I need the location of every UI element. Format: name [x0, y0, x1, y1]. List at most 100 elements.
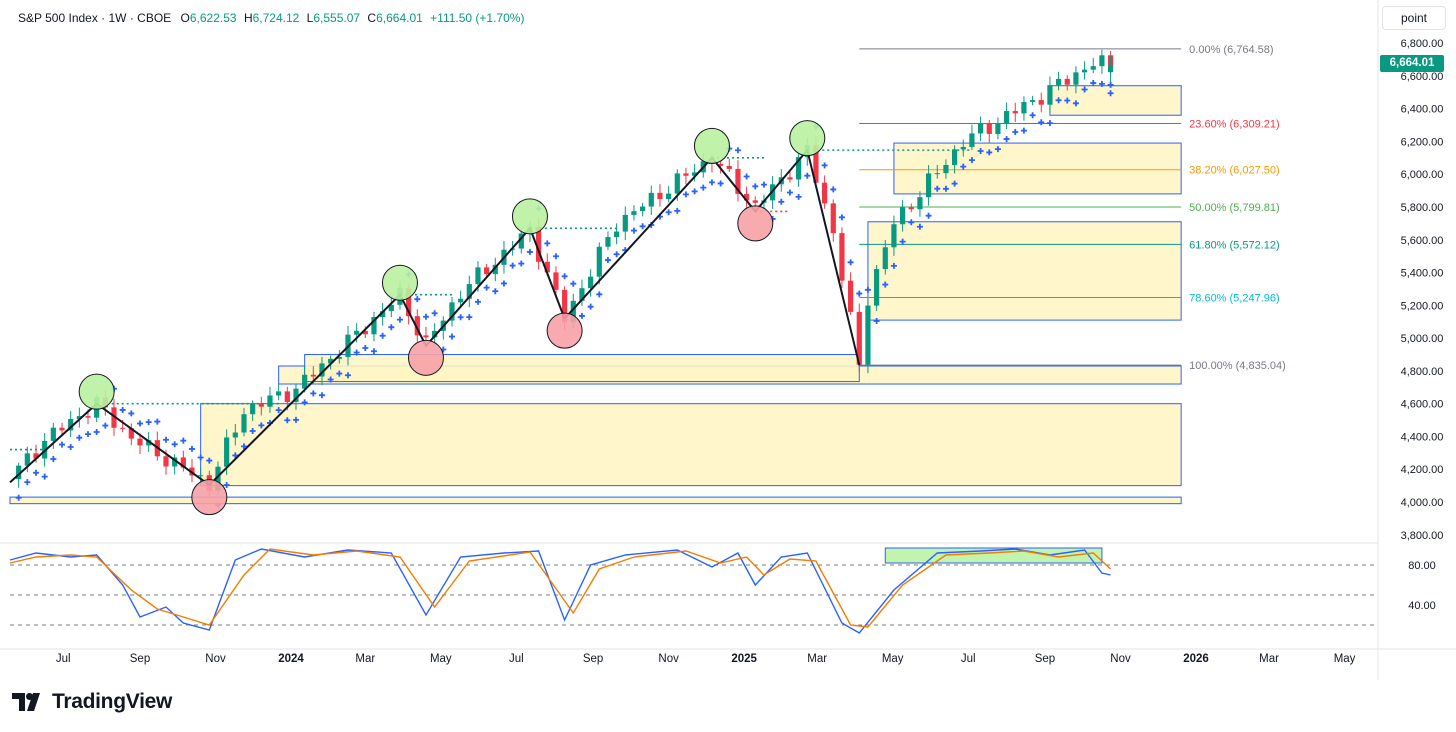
swing-high-marker: [381, 264, 418, 301]
psar-marker: [1107, 81, 1114, 88]
psar-marker: [908, 219, 915, 226]
candle-up: [692, 172, 698, 176]
candle-up: [1047, 85, 1053, 105]
swing-high-marker: [78, 373, 115, 410]
psar-marker: [32, 469, 39, 476]
order-block-zone: [304, 354, 860, 383]
time-tick-label: Sep: [583, 653, 603, 665]
candle-up: [319, 363, 325, 377]
psar-marker: [422, 313, 429, 320]
psar-marker: [509, 262, 516, 269]
price-tick-label: 6,000.00: [1401, 169, 1444, 181]
price-tick-label: 5,800.00: [1401, 202, 1444, 214]
psar-marker: [84, 431, 91, 438]
psar-marker: [1046, 120, 1053, 127]
candle-down: [822, 182, 828, 204]
psar-marker: [327, 376, 334, 383]
candle-up: [666, 193, 672, 200]
time-tick-label: Nov: [1110, 653, 1131, 665]
price-scale-unit-button[interactable]: point: [1382, 6, 1446, 30]
time-tick-label: Sep: [1035, 653, 1055, 665]
tradingview-logo[interactable]: TradingView: [12, 690, 172, 714]
psar-marker: [682, 191, 689, 198]
candle-up: [622, 214, 628, 232]
time-tick-label: Mar: [807, 653, 827, 665]
psar-marker: [526, 248, 533, 255]
psar-marker: [15, 494, 22, 501]
candle-down: [310, 374, 316, 377]
psar-marker: [67, 444, 74, 450]
psar-marker: [483, 284, 490, 291]
swing-high-marker: [693, 127, 730, 164]
symbol-title[interactable]: S&P 500 Index · 1W · CBOE: [18, 11, 172, 25]
candle-up: [449, 302, 455, 321]
high-label: H: [243, 11, 253, 25]
candle-down: [813, 145, 819, 183]
candle-up: [995, 123, 1001, 134]
psar-marker: [838, 214, 845, 221]
candle-down: [284, 391, 290, 402]
candle-down: [406, 287, 412, 317]
candle-up: [596, 246, 602, 277]
psar-marker: [743, 173, 750, 180]
tradingview-wordmark: TradingView: [52, 690, 173, 713]
candle-up: [605, 237, 611, 247]
candle-up: [475, 267, 481, 285]
swing-low-marker: [546, 312, 583, 349]
time-tick-label: Nov: [658, 653, 679, 665]
psar-marker: [370, 348, 377, 355]
swing-low-marker: [407, 339, 444, 376]
candle-up: [969, 133, 975, 147]
order-block-zone: [893, 142, 1182, 195]
candle-up: [371, 317, 377, 335]
psar-marker: [128, 410, 135, 417]
candle-down: [718, 163, 724, 166]
candle-down: [856, 311, 862, 365]
candle-up: [570, 300, 576, 323]
psar-marker: [708, 179, 715, 186]
psar-marker: [604, 257, 611, 264]
psar-marker: [691, 188, 698, 195]
close-label: C: [367, 11, 377, 25]
candle-up: [492, 264, 498, 275]
price-tick-label: 5,200.00: [1401, 300, 1444, 312]
swing-low-marker: [737, 205, 774, 242]
psar-marker: [466, 314, 473, 321]
psar-marker: [336, 370, 343, 377]
candle-up: [328, 358, 334, 364]
psar-marker: [570, 280, 577, 287]
candle-down: [1012, 111, 1018, 114]
psar-marker: [882, 281, 889, 288]
psar-marker: [786, 189, 793, 196]
candle-up: [579, 288, 585, 301]
symbol-info-bar: S&P 500 Index · 1W · CBOE O6,622.53 H6,7…: [18, 11, 524, 25]
time-tick-label: Jul: [56, 653, 71, 665]
candle-up: [1099, 55, 1105, 67]
open-label: O: [180, 11, 190, 25]
psar-marker: [864, 286, 871, 293]
candle-down: [787, 177, 793, 180]
psar-marker: [1012, 128, 1019, 135]
candle-up: [50, 427, 56, 441]
candle-down: [1038, 100, 1044, 105]
time-tick-label: Mar: [355, 653, 375, 665]
psar-marker: [318, 392, 325, 399]
oscillator-tick-label: 80.00: [1408, 560, 1436, 572]
candle-up: [1029, 100, 1036, 102]
fib-level-label: 61.80% (5,572.12): [1189, 239, 1280, 251]
psar-marker: [1098, 80, 1105, 87]
psar-marker: [119, 406, 126, 413]
time-tick-label: 2025: [731, 653, 757, 665]
psar-marker: [145, 419, 152, 426]
candle-up: [432, 330, 438, 338]
psar-marker: [977, 148, 984, 155]
price-tick-label: 4,200.00: [1401, 464, 1444, 476]
price-tick-label: 4,600.00: [1401, 399, 1444, 411]
candle-down: [536, 226, 542, 262]
psar-marker: [1038, 119, 1045, 126]
candle-up: [865, 305, 871, 365]
psar-marker: [500, 280, 507, 287]
parabolic-sar-series: [15, 80, 1114, 509]
candle-down: [752, 200, 758, 203]
